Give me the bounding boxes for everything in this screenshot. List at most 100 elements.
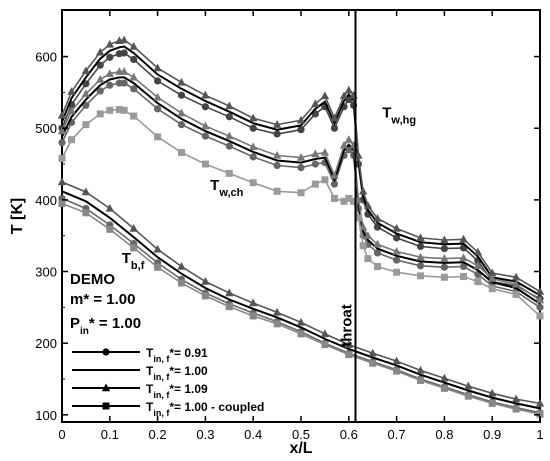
data-point (359, 242, 367, 250)
data-point (320, 148, 330, 156)
data-point (364, 255, 372, 263)
data-point (311, 149, 320, 158)
data-point (58, 154, 66, 162)
data-point (82, 101, 90, 109)
data-point (225, 131, 234, 140)
data-point (81, 187, 91, 196)
legend-sub: in, f (153, 372, 170, 382)
data-point (344, 340, 353, 348)
data-point (225, 113, 233, 121)
series-bulk-fluid-1-00 (61, 190, 541, 410)
data-point (321, 341, 329, 349)
data-point (201, 121, 210, 130)
data-point (178, 149, 185, 157)
x-tick-label: 0 (58, 427, 65, 442)
series-wall-coolant-1-00 (61, 76, 541, 305)
x-tick-label: 0.3 (196, 427, 214, 442)
data-point (440, 263, 448, 271)
annotation-sub: w,ch (218, 187, 243, 199)
data-point (512, 290, 520, 298)
data-point (393, 256, 401, 264)
data-point (129, 42, 138, 50)
legend-entry: Tin, f*= 1.00 - coupled (72, 400, 264, 418)
annotation-base: T (122, 250, 131, 267)
data-point (330, 180, 339, 188)
data-point (512, 405, 520, 413)
x-tick-label: 0.8 (435, 427, 453, 442)
data-point (416, 233, 425, 242)
data-point (82, 121, 90, 129)
data-point (96, 61, 104, 69)
legend-base: T (146, 382, 154, 396)
axis-labels: x/L T [K] (9, 198, 313, 457)
data-point (459, 234, 468, 243)
data-point (106, 225, 114, 233)
data-point (373, 214, 382, 222)
data-point (330, 194, 338, 202)
legend-marker (102, 348, 110, 356)
data-point (536, 303, 544, 311)
data-point (225, 169, 233, 177)
data-point (321, 176, 329, 184)
data-point (416, 252, 425, 261)
data-point (154, 105, 162, 113)
data-point (81, 66, 91, 75)
annotation-base: T (210, 177, 219, 194)
data-point (339, 140, 349, 149)
data-point (320, 91, 330, 100)
legend-marker (101, 383, 111, 392)
data-point (417, 376, 424, 384)
data-point (311, 180, 319, 188)
data-point (320, 329, 330, 338)
series-line (61, 45, 541, 297)
data-point (535, 295, 545, 304)
legend-sub: in, f (153, 354, 170, 364)
data-point (249, 179, 257, 187)
data-point (249, 142, 258, 151)
data-point (311, 99, 320, 108)
data-point (440, 245, 448, 253)
data-point (177, 108, 186, 117)
data-point (130, 244, 138, 252)
data-point (58, 199, 66, 207)
data-point (120, 106, 128, 114)
series-wall-hot-gas-1-09 (57, 35, 545, 295)
data-point (119, 35, 129, 44)
info-title: DEMO (70, 271, 115, 288)
legend-rest: *= 1.00 (169, 364, 208, 378)
data-point (272, 120, 282, 128)
data-point (296, 317, 306, 326)
y-tick-label: 600 (35, 50, 57, 65)
series-layer (57, 35, 545, 418)
x-tick-label: 0.5 (292, 427, 310, 442)
series-line (61, 190, 541, 410)
data-point (201, 292, 209, 300)
y-tick-label: 300 (35, 265, 57, 280)
data-point (115, 106, 123, 114)
data-point (273, 130, 281, 138)
data-point (57, 110, 67, 119)
data-point (330, 113, 339, 122)
ticks-layer: 0 0.1 0.2 0.3 0.4 0.5 0.6 0.7 0.8 0.9 1 100 200 300 40… (35, 10, 544, 442)
data-point (82, 80, 90, 88)
data-point (344, 135, 353, 143)
y-tick-label: 500 (35, 121, 57, 136)
data-point (488, 388, 497, 397)
x-tick-label: 0.4 (244, 427, 262, 442)
data-point (297, 126, 305, 134)
data-point (249, 113, 258, 122)
data-point (177, 91, 186, 99)
data-point (536, 312, 544, 320)
data-point (153, 92, 162, 101)
data-point (345, 194, 353, 202)
info-block: DEMO m* = 1.00 Pin* = 1.00 (70, 271, 141, 337)
data-point (296, 153, 306, 161)
data-point (488, 268, 497, 277)
data-point (249, 312, 257, 320)
data-point (488, 399, 496, 407)
legend-base: T (146, 364, 154, 378)
data-point (473, 247, 483, 256)
data-point (363, 201, 373, 209)
data-point (225, 142, 233, 150)
